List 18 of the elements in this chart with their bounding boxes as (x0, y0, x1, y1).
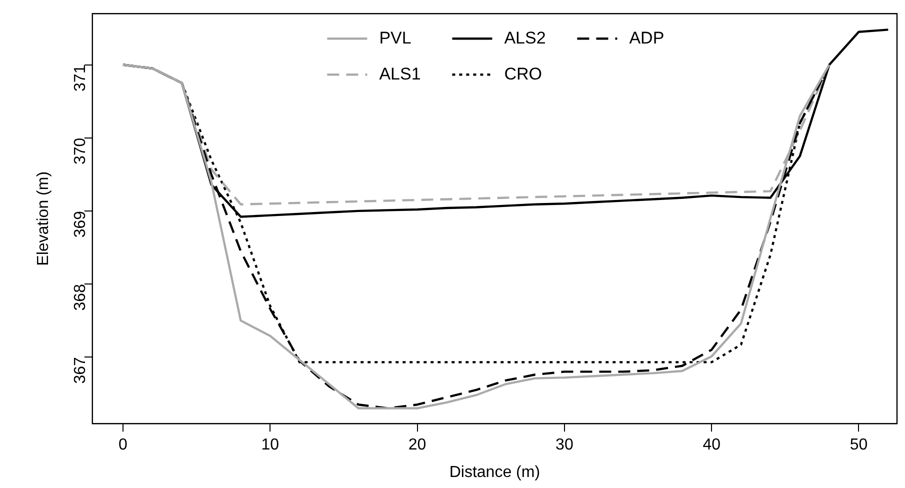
y-axis-title: Elevation (m) (35, 171, 52, 266)
y-tick-label: 368 (72, 284, 89, 311)
legend-label: ALS1 (379, 64, 421, 84)
y-tick-label: 367 (72, 357, 89, 384)
legend-label: PVL (379, 28, 412, 48)
x-axis-title: Distance (m) (449, 464, 540, 481)
legend-label: ALS2 (504, 28, 546, 48)
legend-label: CRO (504, 64, 542, 84)
legend-label: ADP (629, 28, 664, 48)
x-tick-label: 10 (261, 436, 280, 454)
x-tick-label: 40 (702, 436, 721, 454)
y-tick-label: 370 (72, 138, 89, 165)
y-tick-label: 369 (72, 210, 89, 238)
x-tick-label: 0 (118, 436, 128, 454)
x-tick-label: 30 (556, 436, 574, 454)
y-tick-label: 371 (72, 64, 89, 92)
x-tick-label: 50 (850, 436, 868, 454)
x-tick-label: 20 (408, 436, 426, 454)
